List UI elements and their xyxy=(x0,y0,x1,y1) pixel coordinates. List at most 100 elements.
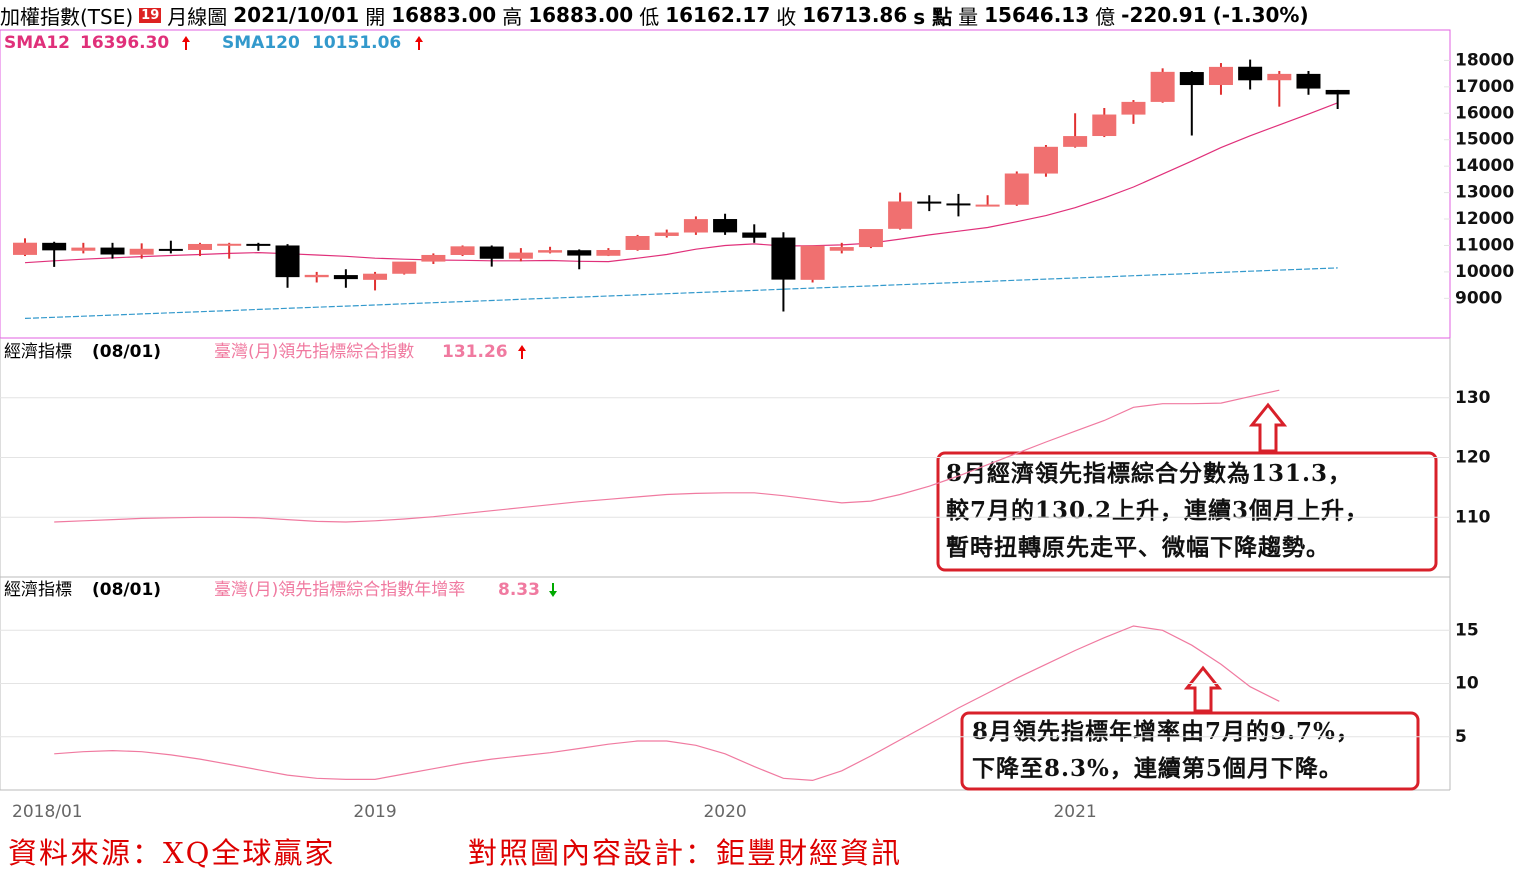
candle-body xyxy=(538,250,563,253)
annotation-box xyxy=(936,451,1438,572)
arrow-icon xyxy=(182,36,190,50)
y-tick-label: 12000 xyxy=(1455,209,1514,229)
candle-body xyxy=(654,232,679,236)
legend-value: 131.26 xyxy=(442,342,508,362)
candle-body xyxy=(1092,114,1117,137)
candle-body xyxy=(800,245,825,280)
legend-name: 臺灣(月)領先指標綜合指數年增率 xyxy=(214,580,465,600)
candle-body xyxy=(946,203,971,206)
candle-body xyxy=(129,248,154,255)
y-tick-label: 130 xyxy=(1455,388,1491,408)
annotation-text: 8月經濟領先指標綜合分數為131.3， xyxy=(946,460,1352,487)
candle-body xyxy=(333,275,358,280)
volume: 15646.13 xyxy=(984,3,1090,27)
candle-body xyxy=(567,250,592,256)
y-tick-label: 14000 xyxy=(1455,156,1514,176)
legend-name: 臺灣(月)領先指標綜合指數 xyxy=(214,342,414,362)
volume-unit: 億 xyxy=(1095,4,1116,29)
panel-date: (08/01) xyxy=(92,342,161,362)
candle-body xyxy=(450,246,475,255)
change-pct: (-1.30%) xyxy=(1212,3,1309,27)
candle-body xyxy=(683,219,708,233)
footer-bg xyxy=(0,825,1536,888)
y-tick-label: 11000 xyxy=(1455,235,1514,255)
candle-body xyxy=(888,201,913,229)
line xyxy=(24,102,1338,264)
annotation-text: 較7月的130.2上升，連續3個月上升， xyxy=(946,497,1369,524)
y-tick-label: 15 xyxy=(1455,620,1479,640)
high-label: 高 xyxy=(502,4,523,29)
candle-body xyxy=(42,242,67,251)
candle-body xyxy=(392,261,417,274)
close: 16713.86 xyxy=(802,3,908,27)
legend-name: SMA12 xyxy=(4,33,70,53)
panel-label: 經濟指標 xyxy=(4,580,72,600)
y-tick-label: 120 xyxy=(1455,448,1491,468)
close-label: 收 xyxy=(776,4,797,29)
high: 16883.00 xyxy=(528,3,634,27)
y-tick-label: 18000 xyxy=(1455,50,1514,70)
candle-body xyxy=(917,201,942,204)
date: 2021/10/01 xyxy=(233,3,360,27)
low-label: 低 xyxy=(639,4,660,29)
candle-body xyxy=(275,245,300,278)
y-tick-label: 9000 xyxy=(1455,288,1502,308)
y-tick-label: 10000 xyxy=(1455,262,1514,282)
line xyxy=(54,389,1280,523)
y-tick-label: 16000 xyxy=(1455,103,1514,123)
volume-label: 量 xyxy=(958,4,979,29)
close-unit: s 點 xyxy=(913,4,953,29)
candle-body xyxy=(363,273,388,280)
line xyxy=(24,267,1338,319)
annotation-box xyxy=(960,711,1420,791)
x-tick-label: 2021 xyxy=(1053,802,1096,822)
candle-body xyxy=(1004,173,1029,205)
candle-body xyxy=(304,274,329,278)
candle-body xyxy=(71,247,96,251)
main-frame xyxy=(0,29,1451,339)
low: 16162.17 xyxy=(665,3,771,27)
annotation-text: 下降至8.3%，連續第5個月下降。 xyxy=(972,755,1343,782)
candle-body xyxy=(246,243,271,246)
open-label: 開 xyxy=(365,4,386,29)
annotation-text: 8月領先指標年增率由7月的9.7%， xyxy=(972,718,1360,745)
candle-body xyxy=(188,243,213,250)
period: 月線圖 xyxy=(167,4,228,29)
candle-body xyxy=(13,242,37,255)
open: 16883.00 xyxy=(391,3,497,27)
candle-body xyxy=(479,246,504,259)
candle-body xyxy=(596,249,621,256)
arrow-icon xyxy=(549,583,557,597)
legend-value: 10151.06 xyxy=(312,33,401,53)
source: 資料來源：XQ全球贏家 xyxy=(8,836,335,870)
design: 對照圖內容設計：鉅豐財經資訊 xyxy=(468,836,902,870)
change: -220.91 xyxy=(1121,3,1207,27)
candle-body xyxy=(1296,73,1321,89)
y-tick-label: 15000 xyxy=(1455,130,1514,150)
candle-body xyxy=(829,247,854,251)
panel-label: 經濟指標 xyxy=(4,342,72,362)
candle-body xyxy=(1150,71,1175,102)
arrow-icon xyxy=(518,345,526,359)
candle-body xyxy=(1033,146,1058,174)
annotation-text: 暫時扭轉原先走平、微幅下降趨勢。 xyxy=(946,534,1330,561)
legend-value: 16396.30 xyxy=(80,33,169,53)
candle-body xyxy=(217,243,242,246)
legend-name: SMA120 xyxy=(222,33,300,53)
candle-body xyxy=(508,252,533,259)
candle-body xyxy=(1325,89,1350,95)
candle-body xyxy=(100,247,125,255)
panel-date: (08/01) xyxy=(92,580,161,600)
line xyxy=(54,625,1280,782)
candle-body xyxy=(625,236,650,250)
symbol: 加權指數(TSE) xyxy=(0,4,134,29)
annotation-arrow xyxy=(1248,402,1288,453)
candle-body xyxy=(158,248,183,251)
candle-body xyxy=(713,219,738,233)
y-tick-label: 5 xyxy=(1455,727,1467,747)
y-tick-label: 10 xyxy=(1455,674,1479,694)
candle-body xyxy=(1208,66,1233,85)
candle-body xyxy=(858,229,883,248)
